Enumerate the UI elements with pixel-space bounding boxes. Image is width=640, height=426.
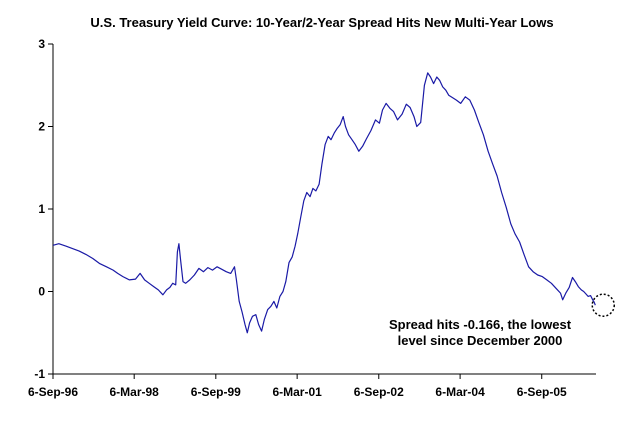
annotation-circle-marker <box>591 293 616 317</box>
y-tick-group: 3 2 1 0 -1 <box>34 37 53 381</box>
x-tick-label: 6-Mar-04 <box>435 385 485 399</box>
x-tick-label: 6-Mar-01 <box>272 385 322 399</box>
y-tick-label: 3 <box>38 37 45 51</box>
x-tick-label: 6-Sep-96 <box>28 385 78 399</box>
annotation-line-1: Spread hits -0.166, the lowest <box>389 317 572 332</box>
y-tick-label: 0 <box>38 285 45 299</box>
x-tick-label: 6-Sep-02 <box>354 385 404 399</box>
y-tick-label: 2 <box>38 120 45 134</box>
x-tick-label: 6-Sep-99 <box>191 385 241 399</box>
spread-series-line <box>52 72 596 334</box>
annotation-line-2: level since December 2000 <box>398 333 563 348</box>
x-tick-label: 6-Sep-05 <box>517 385 567 399</box>
chart-title: U.S. Treasury Yield Curve: 10-Year/2-Yea… <box>90 15 553 30</box>
x-tick-group: 6-Sep-96 6-Mar-98 6-Sep-99 6-Mar-01 6-Sep-02… <box>28 374 567 399</box>
x-tick-label: 6-Mar-98 <box>110 385 160 399</box>
y-tick-label: 1 <box>38 202 45 216</box>
y-tick-label: -1 <box>34 367 45 381</box>
